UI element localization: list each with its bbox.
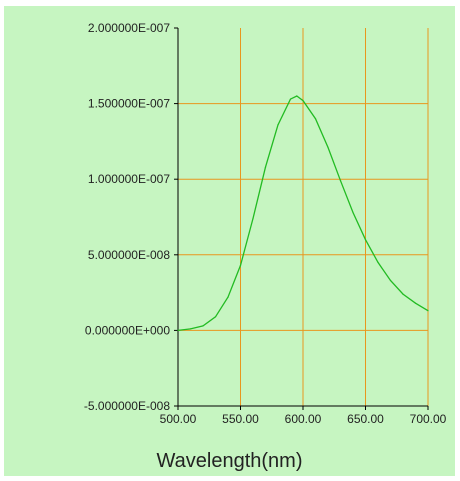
y-tick-label: 1.500000E-007: [88, 97, 170, 111]
data-point: [202, 325, 204, 327]
grid: [178, 28, 429, 406]
x-axis-title: Wavelength(nm): [156, 450, 303, 472]
y-tick-label: -5.000000E-008: [84, 399, 170, 413]
tick-labels: -5.000000E-008 0.000000E+000 5.000000E-008…: [84, 21, 447, 426]
data-point: [289, 98, 292, 100]
x-tick-label: 550.00: [222, 412, 259, 426]
x-tick-label: 500.00: [160, 412, 197, 426]
axes: [174, 27, 429, 410]
data-point: [402, 293, 404, 295]
spectrum-chart: -5.000000E-008 0.000000E+000 5.000000E-008…: [84, 21, 447, 426]
data-point: [389, 279, 392, 282]
data-point: [264, 166, 267, 168]
data-point: [364, 239, 367, 241]
x-tick-label: 700.00: [410, 412, 447, 426]
y-tick-label: 0.000000E+000: [85, 323, 170, 337]
data-point: [277, 124, 279, 126]
y-tick-label: 2.000000E-007: [88, 21, 170, 35]
x-tick-label: 650.00: [347, 412, 384, 426]
data-point: [327, 146, 329, 148]
data-point: [352, 211, 354, 214]
data-point: [377, 261, 379, 263]
data-point: [239, 264, 242, 266]
data-point: [214, 316, 217, 318]
data-point: [296, 95, 298, 97]
y-tick-label: 5.000000E-008: [88, 248, 170, 262]
data-point: [177, 329, 179, 331]
data-point: [314, 118, 317, 120]
data-point: [252, 217, 254, 220]
chart-panel: -5.000000E-008 0.000000E+000 5.000000E-008…: [4, 6, 455, 476]
data-point: [339, 180, 342, 182]
data-point: [227, 296, 229, 298]
x-tick-label: 600.00: [285, 412, 322, 426]
y-tick-label: 1.000000E-007: [88, 172, 170, 186]
data-point: [414, 302, 417, 304]
series-line: [177, 95, 429, 332]
data-point: [302, 100, 304, 102]
data-point: [189, 328, 192, 330]
data-point: [427, 310, 429, 312]
series: [177, 95, 429, 332]
